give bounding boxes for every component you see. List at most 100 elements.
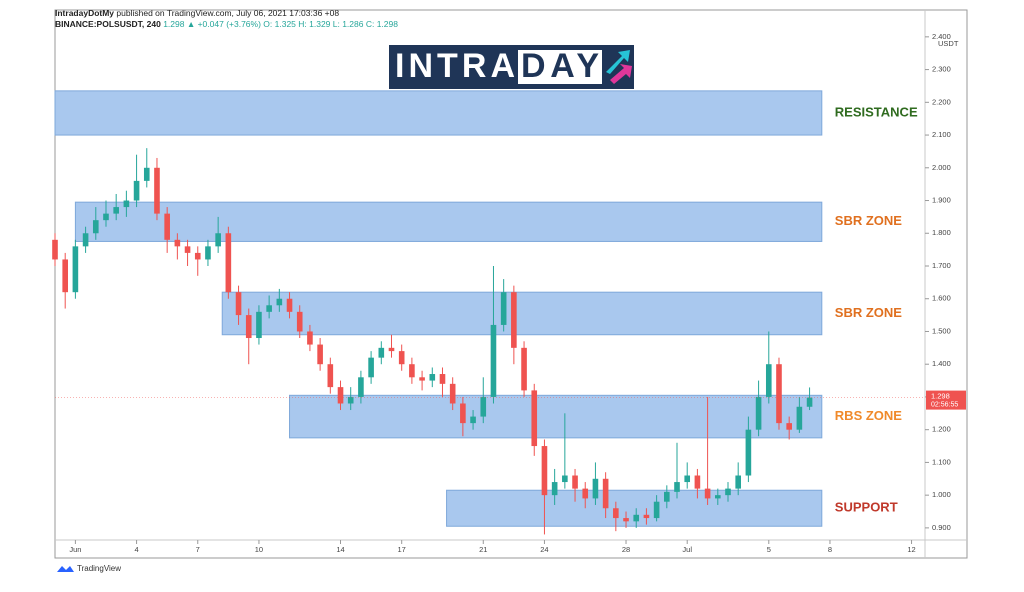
- candle-body: [562, 475, 568, 483]
- zone-label: SBR ZONE: [835, 305, 903, 320]
- header-line-2: BINANCE:POLSUSDT, 240 1.298 ▲ +0.047 (+3…: [55, 19, 398, 29]
- footer-icon: [57, 566, 74, 572]
- y-tick-label: 1.200: [932, 425, 951, 434]
- x-tick-label: 12: [907, 545, 915, 554]
- candle-body: [633, 514, 640, 522]
- header-line-1: IntradayDotMy published on TradingView.c…: [55, 8, 339, 18]
- candle-body: [337, 387, 344, 404]
- logo-arrow-up: [606, 50, 630, 74]
- logo-arrow-down: [610, 64, 632, 84]
- candle-body: [449, 383, 456, 404]
- candle-body: [623, 518, 629, 522]
- candle-body: [714, 495, 721, 499]
- candle-body: [541, 446, 548, 496]
- candle-body: [164, 213, 170, 240]
- candle-body: [347, 396, 354, 404]
- y-tick-label: 1.700: [932, 261, 951, 270]
- candles: [52, 148, 813, 535]
- y-tick-label: 1.100: [932, 457, 951, 466]
- footer: TradingView: [57, 564, 121, 573]
- candle-body: [572, 475, 578, 489]
- y-tick-label: 2.000: [932, 163, 951, 172]
- candle-body: [704, 488, 711, 499]
- candle-body: [358, 377, 364, 397]
- symbol: BINANCE:POLSUSDT, 240: [55, 19, 161, 29]
- candle-body: [368, 357, 374, 378]
- candle-body: [235, 292, 242, 316]
- candle-body: [123, 200, 130, 208]
- candle-body: [765, 364, 772, 397]
- candle-body: [215, 233, 221, 247]
- quote: 1.298 ▲ +0.047 (+3.76%): [163, 19, 261, 29]
- currency: USDT: [938, 39, 959, 48]
- x-tick-label: 24: [540, 545, 548, 554]
- candle-body: [245, 315, 252, 339]
- candle-body: [276, 298, 283, 306]
- last-price-tag: [926, 390, 966, 410]
- y-tick-label: 1.500: [932, 326, 951, 335]
- x-tick-label: Jul: [682, 545, 692, 554]
- candle-body: [256, 311, 262, 339]
- candle-body: [776, 364, 782, 424]
- candle-body: [511, 292, 517, 348]
- y-tick-label: 1.900: [932, 196, 951, 205]
- x-tick-label: 17: [398, 545, 406, 554]
- candle-body: [664, 491, 670, 502]
- candle-body: [500, 292, 507, 325]
- candle-body: [113, 207, 119, 214]
- candle-body: [327, 364, 334, 388]
- x-tick-label: 4: [134, 545, 138, 554]
- logo: INTRA DAY: [389, 45, 634, 89]
- candle-body: [694, 475, 701, 489]
- publisher: IntradayDotMy: [55, 8, 114, 18]
- x-tick-label: 14: [336, 545, 344, 554]
- zones: RESISTANCE SBR ZONE SBR ZONE RBS ZONE SUPPOR…: [54, 90, 918, 527]
- x-tick-label: 5: [767, 545, 771, 554]
- axes: 0.9001.0001.1001.2001.3001.4001.5001.600…: [55, 32, 966, 554]
- ohlc: O: 1.325 H: 1.329 L: 1.286 C: 1.298: [263, 19, 398, 29]
- candle-body: [531, 390, 538, 447]
- candle-body: [643, 514, 650, 519]
- y-tick-label: 2.300: [932, 65, 951, 74]
- x-tick-label: 8: [828, 545, 832, 554]
- candle-body: [653, 501, 660, 519]
- y-tick-label: 1.800: [932, 228, 951, 237]
- candle-body: [82, 233, 89, 247]
- candle-body: [143, 167, 150, 181]
- last-price-label: 1.298: [931, 392, 950, 401]
- zone-label: RBS ZONE: [835, 408, 903, 423]
- candle-body: [755, 396, 762, 430]
- candle-body: [194, 252, 201, 260]
- candle-body: [184, 246, 191, 253]
- candle-body: [725, 488, 731, 496]
- candle-body: [745, 429, 752, 476]
- candle-body: [674, 482, 680, 492]
- candle-body: [174, 239, 181, 247]
- candle-body: [133, 180, 140, 201]
- candle-body: [296, 311, 303, 332]
- x-tick-label: 21: [479, 545, 487, 554]
- candle-body: [551, 482, 558, 496]
- footer-text: TradingView: [77, 564, 121, 573]
- zone: [221, 291, 823, 336]
- candle-body: [490, 324, 497, 397]
- zone: [54, 90, 823, 136]
- candle-body: [684, 475, 691, 483]
- candle-body: [286, 298, 293, 312]
- candle-body: [52, 239, 58, 260]
- candle-body: [307, 331, 313, 345]
- candle-body: [592, 478, 599, 499]
- y-tick-label: 2.100: [932, 130, 951, 139]
- y-tick-label: 0.900: [932, 523, 951, 532]
- logo-left: INTRA: [395, 47, 515, 85]
- x-tick-label: 7: [196, 545, 200, 554]
- y-tick-label: 1.000: [932, 490, 951, 499]
- candle-body: [409, 364, 415, 378]
- candle-body: [419, 377, 425, 381]
- candle-body: [429, 374, 436, 381]
- logo-right: DAY: [521, 47, 599, 85]
- candle-body: [735, 475, 741, 489]
- candle-body: [786, 423, 792, 430]
